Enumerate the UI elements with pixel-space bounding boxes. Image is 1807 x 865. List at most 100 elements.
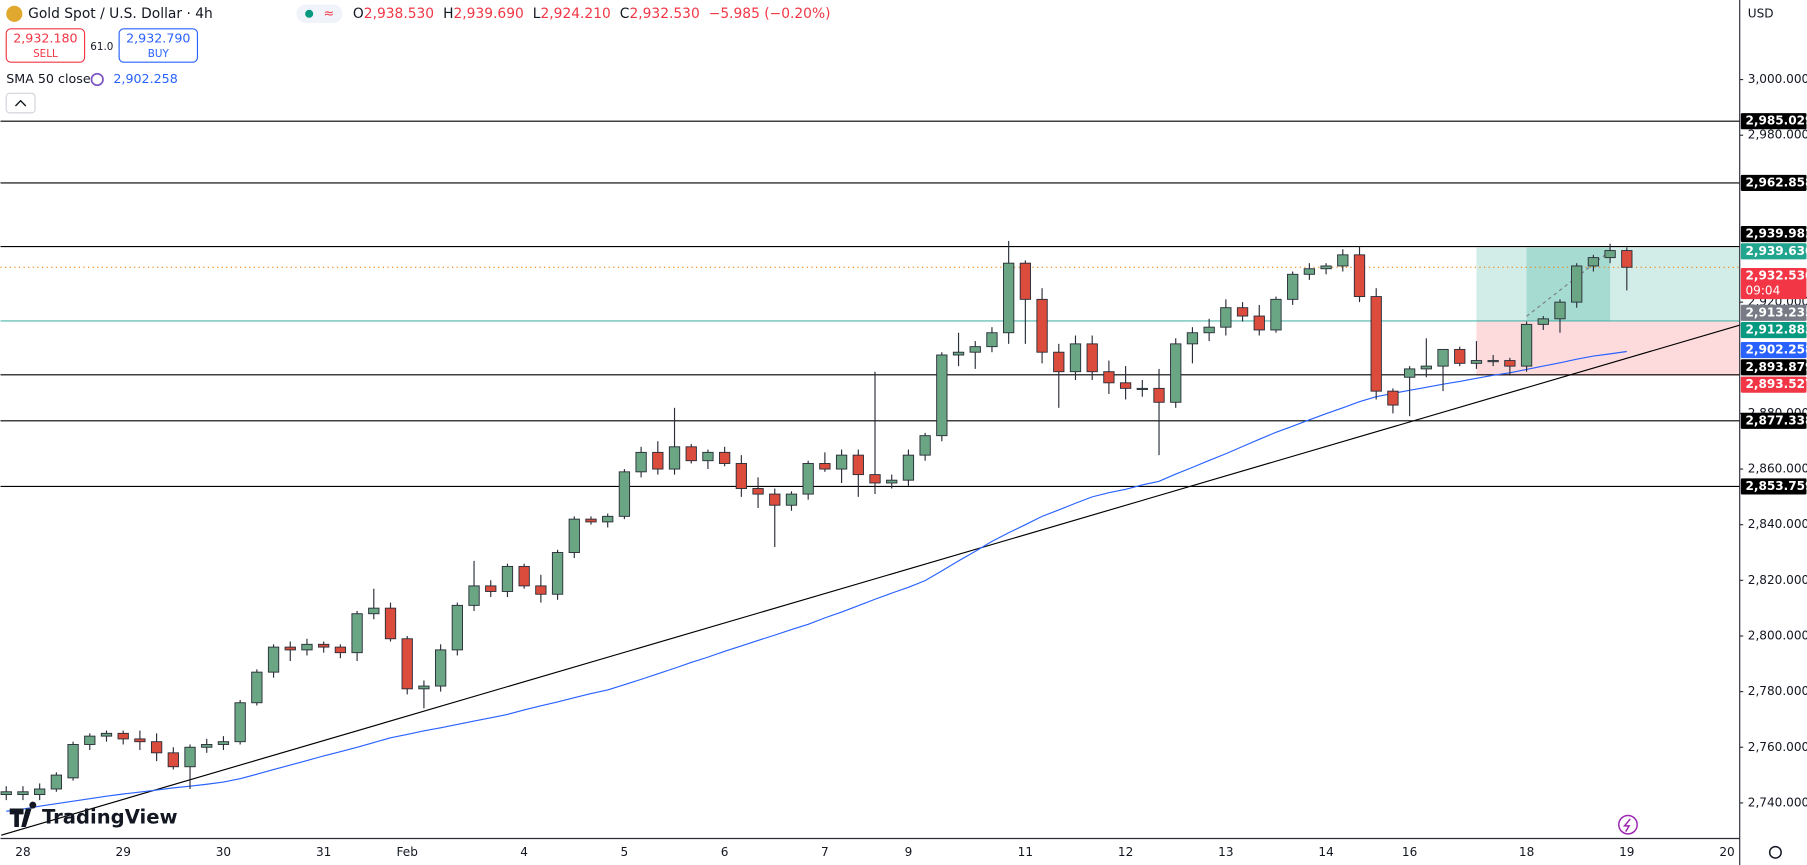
candle-body [351,613,363,654]
alert-icon[interactable] [1618,814,1638,835]
candle-body [1520,323,1533,367]
candle-body [735,463,747,489]
alert-bolt [1622,818,1631,832]
candle-body [1236,307,1249,317]
x-tick-label: 14 [1318,845,1333,859]
close-label: C [620,6,630,22]
watermark-logo [9,801,37,827]
candle-body [835,454,848,470]
x-tick-label: 31 [316,845,331,859]
candle-body [1287,273,1299,300]
candle-body [251,671,263,704]
currency[interactable]: USD [1748,6,1774,20]
sell-button[interactable] [5,28,86,63]
change-value: −5.985 (−0.20%) [709,6,831,22]
watermark: TradingView [42,805,178,828]
candle-body [50,774,63,790]
sma-line [6,350,1627,812]
candle-body [1387,390,1399,406]
y-tick-label: 2,760.000 [1748,740,1807,754]
candle-body [785,493,798,506]
price-label: 2,877.338 [1745,413,1807,427]
price-label-box [1740,478,1807,495]
candle-body [150,741,163,754]
x-tick-label: 4 [520,845,528,859]
sell-price: 2,932.180 [13,31,77,46]
price-label: 2,902.258 [1745,343,1807,357]
candle-body [1587,257,1600,267]
indicator-icon[interactable] [90,72,104,87]
candle-body [952,351,965,356]
candle-body [1036,298,1048,353]
candle-body [284,646,296,651]
candle-body [652,451,664,470]
status-pill[interactable] [296,4,343,24]
price-label-box [1740,376,1807,393]
candle-body [167,752,179,768]
candle-body [368,607,380,615]
candle-body [501,565,514,592]
y-tick-label: 3,000.000 [1748,72,1807,86]
candle-body [1119,382,1132,389]
candle-body [1604,250,1616,259]
price-label: 2,939.630 [1745,244,1807,258]
price-label: 2,913.235 [1745,305,1807,319]
x-tick-label: 12 [1118,845,1133,859]
y-tick-label: 2,740.000 [1748,795,1807,809]
candle-body [1621,250,1633,268]
candle-body [117,732,129,740]
y-tick-label: 2,840.000 [1748,517,1807,531]
x-tick-label: 28 [15,845,30,859]
settings-icon[interactable] [1768,845,1782,859]
candle-body [986,332,998,348]
candle-body [1136,387,1148,390]
candle-body [802,463,814,495]
collapse-button[interactable] [5,92,36,114]
candle-body [1320,265,1332,270]
candle-body [34,788,46,796]
y-tick-label: 2,820.000 [1748,573,1807,587]
symbol-title[interactable]: Gold Spot / U.S. Dollar · 4h [28,6,213,22]
candle-body [1270,298,1282,331]
candle-body [718,451,731,464]
candle-body [17,791,29,796]
indicator-value: 2,902.258 [113,71,177,86]
candle-body [1504,360,1516,367]
candle-body [1403,368,1416,378]
buy-label: BUY [148,48,170,60]
candle-body [100,732,113,737]
candle-body [602,515,614,523]
candle-body [468,585,480,606]
x-tick-label: 20 [1719,845,1734,859]
candle-body [184,746,196,768]
candle-body [1019,262,1032,300]
candle-body [217,741,230,745]
candle-body [267,646,280,673]
position-stop-zone [1476,320,1740,376]
y-tick-label: 2,780.000 [1748,684,1807,698]
price-label: 2,912.883 [1745,323,1807,337]
price-label: 2,939.982 [1745,227,1807,241]
candle-body [301,643,313,651]
candle-body [1454,348,1466,364]
close-value: 2,932.530 [629,6,699,22]
candle-body [1103,371,1115,384]
indicator-name[interactable]: SMA 50 close [6,71,91,86]
x-tick-label: 19 [1619,845,1634,859]
candle-body [1437,348,1449,367]
candle-body [685,446,697,462]
candle-body [401,638,413,690]
candle-body [1253,315,1265,331]
candle-body [919,435,931,456]
y-tick-label: 2,800.000 [1748,628,1807,642]
candle-body [568,518,580,553]
spread: 61.0 [90,41,113,53]
buy-button[interactable] [118,28,199,63]
price-label: 2,853.759 [1745,479,1807,493]
price-label: 2,962.858 [1745,175,1807,189]
price-label-box [1740,174,1807,191]
price-label-box [1740,322,1807,339]
candle-body [1303,268,1316,275]
